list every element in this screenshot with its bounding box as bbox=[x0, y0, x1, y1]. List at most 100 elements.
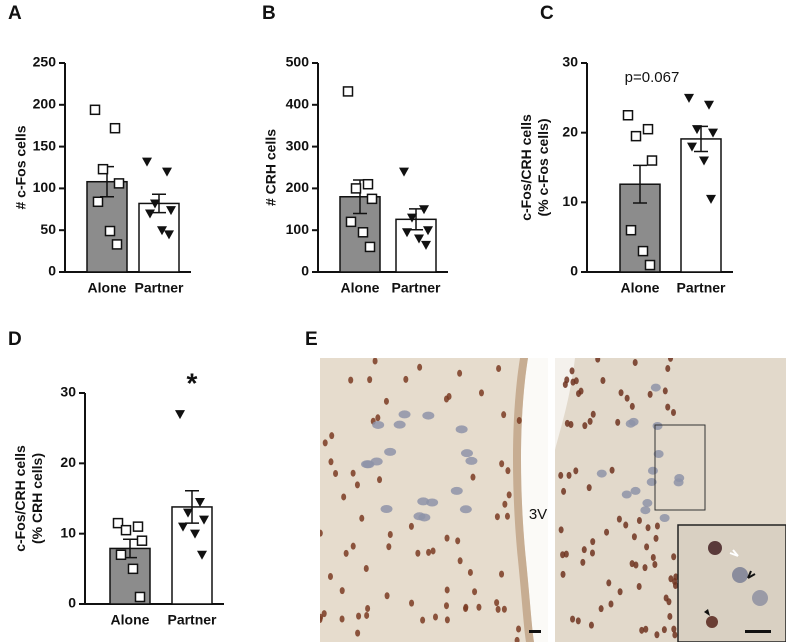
cell bbox=[629, 402, 635, 410]
data-point bbox=[622, 110, 634, 121]
y-axis-label: c-Fos/CRH cells bbox=[518, 114, 534, 221]
cell bbox=[586, 484, 592, 492]
cell bbox=[463, 605, 469, 613]
cell bbox=[639, 626, 645, 634]
y-tick-label: 250 bbox=[33, 54, 57, 70]
cells bbox=[320, 358, 522, 642]
y-tick-label: 20 bbox=[60, 454, 76, 470]
data-point bbox=[92, 196, 104, 208]
y-tick-label: 100 bbox=[286, 221, 310, 237]
cell bbox=[581, 546, 587, 554]
cell bbox=[661, 626, 667, 634]
x-tick-label: Partner bbox=[391, 280, 441, 296]
cell bbox=[339, 615, 345, 623]
cell bbox=[587, 417, 593, 425]
cell bbox=[444, 534, 450, 542]
cell bbox=[322, 439, 328, 447]
error-bar bbox=[152, 193, 166, 214]
data-point bbox=[134, 591, 146, 603]
data-point bbox=[699, 156, 709, 166]
cell bbox=[495, 605, 501, 613]
data-point bbox=[109, 122, 121, 134]
y-tick-label: 400 bbox=[286, 96, 310, 112]
panel-letter: D bbox=[8, 329, 22, 350]
ventricle bbox=[521, 358, 548, 642]
cell bbox=[617, 588, 623, 596]
cell bbox=[647, 390, 653, 398]
cell bbox=[667, 612, 673, 620]
cell bbox=[370, 457, 383, 466]
cell bbox=[650, 383, 661, 392]
data-point bbox=[687, 142, 697, 152]
cell bbox=[566, 471, 572, 479]
data-point bbox=[175, 410, 185, 420]
data-point bbox=[166, 206, 176, 216]
data-point bbox=[150, 199, 160, 209]
cell bbox=[476, 603, 482, 611]
ventricle bbox=[555, 358, 575, 450]
cell bbox=[377, 476, 383, 484]
cell bbox=[671, 553, 677, 561]
data-point bbox=[637, 245, 649, 257]
cell bbox=[558, 526, 564, 534]
cell bbox=[561, 487, 567, 495]
cell bbox=[653, 449, 664, 458]
cell bbox=[465, 456, 478, 465]
data-point bbox=[625, 224, 637, 236]
annotation: * bbox=[187, 367, 198, 398]
cell bbox=[408, 522, 414, 530]
cell bbox=[670, 409, 676, 417]
data-point bbox=[366, 193, 378, 205]
cell bbox=[415, 549, 421, 557]
cell bbox=[333, 470, 339, 478]
data-point bbox=[183, 508, 193, 518]
cell bbox=[662, 387, 668, 395]
cell bbox=[643, 625, 649, 633]
cell bbox=[590, 538, 596, 546]
error-bar bbox=[633, 164, 647, 204]
cell bbox=[570, 378, 576, 386]
data-point bbox=[364, 241, 376, 253]
cell bbox=[575, 617, 581, 625]
cell bbox=[422, 411, 435, 420]
cell bbox=[501, 605, 507, 613]
cell bbox=[354, 481, 360, 489]
cell bbox=[629, 560, 635, 568]
y-axis-label: c-Fos/CRH cells bbox=[12, 445, 28, 552]
cell bbox=[387, 531, 393, 539]
cell bbox=[359, 514, 365, 522]
cell bbox=[616, 515, 622, 523]
cell bbox=[652, 422, 663, 431]
y-tick-label: 0 bbox=[570, 263, 578, 279]
cell bbox=[501, 411, 507, 419]
cell bbox=[375, 414, 381, 422]
scale-bar bbox=[529, 630, 541, 633]
cell bbox=[417, 497, 430, 506]
cell bbox=[499, 570, 505, 578]
cell bbox=[618, 389, 624, 397]
y-tick-label: 10 bbox=[60, 524, 76, 540]
cell bbox=[588, 621, 594, 629]
cell bbox=[343, 549, 349, 557]
cell bbox=[516, 416, 522, 424]
data-point bbox=[642, 123, 654, 135]
data-point bbox=[708, 128, 718, 138]
cell bbox=[505, 467, 511, 475]
cell bbox=[570, 615, 576, 623]
data-point bbox=[195, 498, 205, 508]
cell bbox=[646, 478, 657, 487]
cell bbox=[455, 425, 468, 434]
data-point bbox=[630, 130, 642, 142]
y-axis-label: # CRH cells bbox=[263, 129, 279, 206]
panel-letter: C bbox=[540, 3, 554, 24]
y-tick-label: 30 bbox=[562, 54, 578, 70]
cell bbox=[467, 568, 473, 576]
cell bbox=[420, 616, 426, 624]
y-tick-label: 200 bbox=[286, 179, 310, 195]
cell bbox=[417, 363, 423, 371]
cell bbox=[644, 543, 650, 551]
cell bbox=[654, 522, 660, 530]
x-tick-label: Partner bbox=[167, 612, 217, 628]
cell bbox=[604, 528, 610, 536]
y-tick-label: 100 bbox=[33, 179, 57, 195]
